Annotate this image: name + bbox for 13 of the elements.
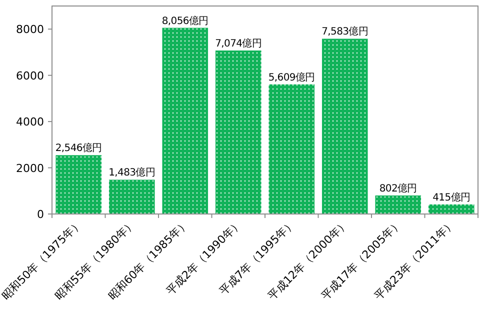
data-label: 7,074億円 xyxy=(215,38,262,50)
data-label: 415億円 xyxy=(432,191,470,204)
data-label: 802億円 xyxy=(379,182,417,194)
y-tick-label: 8000 xyxy=(16,23,44,36)
y-tick-label: 6000 xyxy=(16,69,44,82)
data-label: 5,609億円 xyxy=(268,71,315,84)
data-label: 8,056億円 xyxy=(162,14,208,27)
y-tick-label: 2000 xyxy=(16,162,44,175)
data-label: 7,583億円 xyxy=(322,26,368,38)
data-label: 1,483億円 xyxy=(108,166,156,179)
y-tick-label: 0 xyxy=(37,208,44,221)
data-label: 2,546億円 xyxy=(55,142,102,154)
y-tick-label: 4000 xyxy=(16,116,44,129)
